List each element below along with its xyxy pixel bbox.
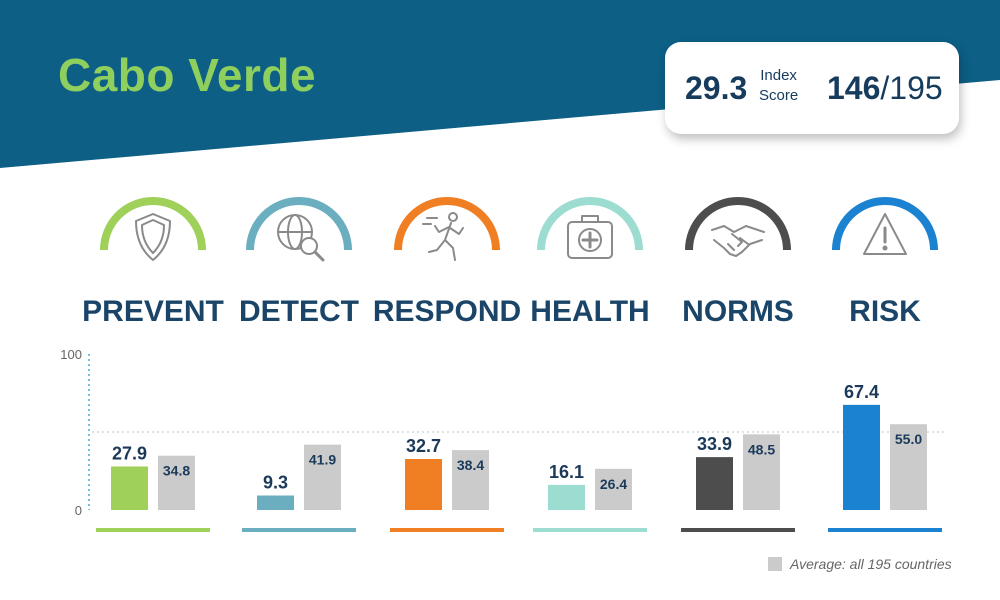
magnifier-handle — [313, 250, 325, 262]
gauge-arc — [246, 197, 352, 251]
category-group-health: HEALTH 16.1 26.4 — [530, 197, 650, 532]
running-person-icon — [422, 212, 464, 261]
average-bar — [452, 450, 489, 510]
legend-swatch — [768, 557, 782, 571]
country-value-label: 33.9 — [697, 434, 732, 454]
triangle — [863, 213, 907, 255]
average-bar — [304, 444, 341, 510]
shield-outer — [135, 213, 171, 261]
y-tick-label-0: 0 — [75, 503, 82, 518]
runner-body — [428, 222, 464, 261]
country-bar — [843, 404, 880, 510]
kit-cross — [581, 231, 599, 249]
category-label-health: HEALTH — [530, 295, 649, 328]
country-bar — [405, 458, 442, 510]
kit-case — [567, 221, 613, 259]
category-group-respond: RESPOND 32.7 38.4 — [373, 197, 521, 532]
country-title: Cabo Verde — [58, 49, 317, 101]
average-value-label: 55.0 — [895, 431, 922, 447]
category-group-detect: DETECT 9.3 41.9 — [239, 197, 359, 532]
average-bar — [595, 468, 632, 510]
country-bar — [111, 466, 148, 510]
shield-inner — [141, 219, 165, 254]
y-tick-label-100: 100 — [60, 347, 82, 362]
index-score-label: Index Score — [759, 67, 799, 104]
handshake-icon — [711, 225, 765, 257]
country-value-label: 67.4 — [844, 382, 879, 402]
category-label-respond: RESPOND — [373, 295, 521, 328]
legend: Average: all 195 countries — [768, 556, 952, 572]
category-label-prevent: PREVENT — [82, 295, 224, 328]
average-value-label: 26.4 — [600, 476, 627, 492]
runner-head — [448, 212, 458, 222]
exclamation-dot — [882, 245, 888, 251]
average-bar — [743, 434, 780, 510]
category-label-risk: RISK — [849, 295, 921, 328]
average-value-label: 34.8 — [163, 463, 190, 479]
average-bar — [158, 455, 195, 510]
handshake — [711, 225, 765, 257]
country-bar — [696, 457, 733, 510]
gauge-arc — [685, 197, 791, 251]
category-label-norms: NORMS — [682, 295, 794, 328]
kit-handle — [581, 215, 599, 223]
first-aid-kit-icon — [567, 215, 613, 259]
category-group-risk: RISK 67.4 55.0 — [828, 197, 942, 532]
gauge-arc — [394, 197, 500, 251]
country-value-label: 9.3 — [263, 472, 288, 492]
legend-label: Average: all 195 countries — [790, 556, 952, 572]
average-value-label: 41.9 — [309, 452, 336, 468]
country-value-label: 27.9 — [112, 443, 147, 463]
magnifier-lens — [300, 237, 318, 255]
motion-lines — [422, 217, 438, 225]
gauge-arc — [537, 197, 643, 251]
category-bar-chart: 100 0 PREVENT 27.9 34.8 DETECT 9.3 41.9 RESPOND 3… — [60, 197, 945, 532]
country-value-label: 32.7 — [406, 436, 441, 456]
country-bar — [548, 484, 585, 510]
gauge-arc — [832, 197, 938, 251]
gauge-arc — [100, 197, 206, 251]
rank: 146/195 — [827, 70, 943, 107]
category-group-prevent: PREVENT 27.9 34.8 — [82, 197, 224, 532]
average-value-label: 38.4 — [457, 457, 484, 473]
rank-total: /195 — [880, 70, 943, 106]
index-score-card: 29.3 Index Score 146/195 — [665, 42, 959, 134]
shield-icon — [135, 213, 171, 261]
globe-magnifier-icon — [277, 214, 325, 262]
warning-triangle-icon — [863, 213, 907, 255]
average-value-label: 48.5 — [748, 441, 775, 457]
kit-circle — [578, 228, 602, 252]
rank-value: 146 — [827, 70, 881, 106]
country-value-label: 16.1 — [549, 462, 584, 482]
average-bar — [890, 424, 927, 510]
index-score-value: 29.3 — [685, 70, 748, 106]
category-label-detect: DETECT — [239, 295, 359, 328]
category-group-norms: NORMS 33.9 48.5 — [681, 197, 795, 532]
country-bar — [257, 495, 294, 510]
